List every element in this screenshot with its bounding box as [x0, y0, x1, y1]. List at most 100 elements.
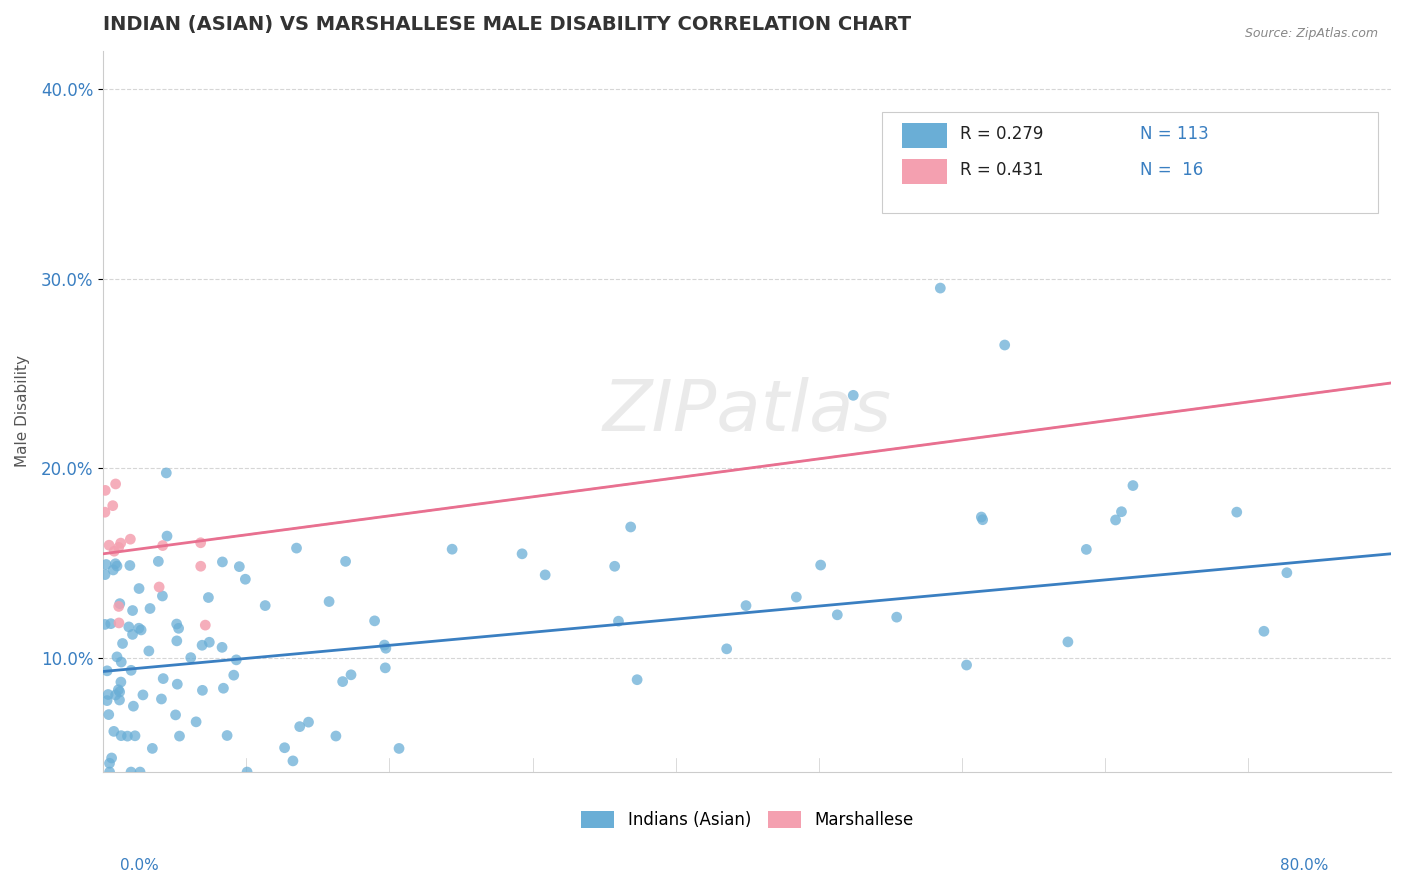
Text: N =  16: N = 16 — [1140, 161, 1204, 178]
Point — [132, 688, 155, 702]
Point — [785, 590, 807, 604]
Point — [534, 567, 557, 582]
Text: N = 113: N = 113 — [1140, 125, 1209, 143]
Point — [129, 623, 152, 637]
Point — [100, 616, 122, 631]
Point — [148, 580, 170, 594]
Point — [121, 603, 143, 617]
Point — [1316, 148, 1339, 162]
Text: INDIAN (ASIAN) VS MARSHALLESE MALE DISABILITY CORRELATION CHART: INDIAN (ASIAN) VS MARSHALLESE MALE DISAB… — [103, 15, 911, 34]
Point — [1275, 566, 1298, 580]
Point — [103, 724, 125, 739]
Point — [212, 681, 235, 696]
Point — [603, 559, 626, 574]
Point — [1122, 478, 1144, 492]
Point — [281, 754, 304, 768]
Point — [169, 729, 191, 743]
Point — [166, 633, 188, 648]
Text: R = 0.431: R = 0.431 — [960, 161, 1043, 178]
Point — [120, 765, 142, 780]
Point — [94, 505, 117, 519]
Point — [810, 558, 832, 572]
Point — [98, 538, 121, 552]
Point — [141, 741, 163, 756]
Point — [108, 597, 131, 611]
Point — [842, 388, 865, 402]
Point — [138, 644, 160, 658]
Point — [955, 658, 977, 673]
Point — [121, 627, 143, 641]
Point — [620, 520, 643, 534]
Point — [335, 554, 357, 568]
Point — [117, 729, 139, 743]
Point — [107, 599, 129, 614]
Point — [98, 765, 121, 780]
Text: 0.0%: 0.0% — [120, 858, 159, 872]
Point — [388, 741, 411, 756]
Point — [98, 756, 121, 771]
Point — [1111, 505, 1133, 519]
Point — [217, 729, 239, 743]
Point — [120, 532, 142, 546]
Point — [225, 653, 247, 667]
Point — [103, 544, 125, 558]
Point — [105, 649, 128, 664]
Point — [118, 558, 141, 573]
Point — [110, 729, 132, 743]
Point — [110, 536, 132, 550]
Point — [124, 729, 146, 743]
Point — [228, 559, 250, 574]
Point — [120, 663, 142, 677]
Point — [101, 499, 124, 513]
Point — [94, 483, 117, 498]
Point — [104, 557, 127, 571]
Point — [152, 539, 174, 553]
Point — [735, 599, 758, 613]
Point — [332, 674, 354, 689]
Point — [104, 688, 127, 702]
Point — [150, 692, 173, 706]
Point — [297, 715, 319, 730]
Text: 80.0%: 80.0% — [1281, 858, 1329, 872]
Point — [94, 558, 117, 572]
Point — [340, 668, 363, 682]
Point — [288, 720, 311, 734]
Point — [972, 513, 994, 527]
Point — [197, 591, 219, 605]
Point — [128, 621, 150, 635]
Text: ZIPatlas: ZIPatlas — [603, 377, 891, 446]
Point — [191, 683, 214, 698]
Point — [104, 477, 127, 491]
Point — [96, 664, 118, 678]
Point — [886, 610, 908, 624]
Point — [1076, 542, 1098, 557]
Point — [110, 655, 132, 669]
Point — [108, 615, 131, 630]
Point — [1104, 513, 1126, 527]
Point — [167, 621, 190, 635]
Point — [139, 601, 162, 615]
Point — [108, 685, 131, 699]
Point — [441, 542, 464, 557]
Point — [152, 672, 174, 686]
Point — [108, 693, 131, 707]
Point — [716, 641, 738, 656]
Point — [128, 582, 150, 596]
Point — [198, 635, 221, 649]
FancyBboxPatch shape — [901, 123, 946, 148]
Text: Source: ZipAtlas.com: Source: ZipAtlas.com — [1244, 27, 1378, 40]
Point — [236, 765, 259, 780]
Point — [96, 693, 118, 707]
Point — [105, 559, 128, 574]
Point — [273, 740, 295, 755]
Point — [180, 650, 202, 665]
Point — [211, 555, 233, 569]
Point — [118, 620, 141, 634]
Point — [994, 338, 1017, 352]
Point — [103, 563, 125, 577]
Point — [373, 638, 395, 652]
Legend: Indians (Asian), Marshallese: Indians (Asian), Marshallese — [574, 805, 920, 836]
Point — [1226, 505, 1249, 519]
Point — [97, 707, 120, 722]
Point — [166, 677, 188, 691]
